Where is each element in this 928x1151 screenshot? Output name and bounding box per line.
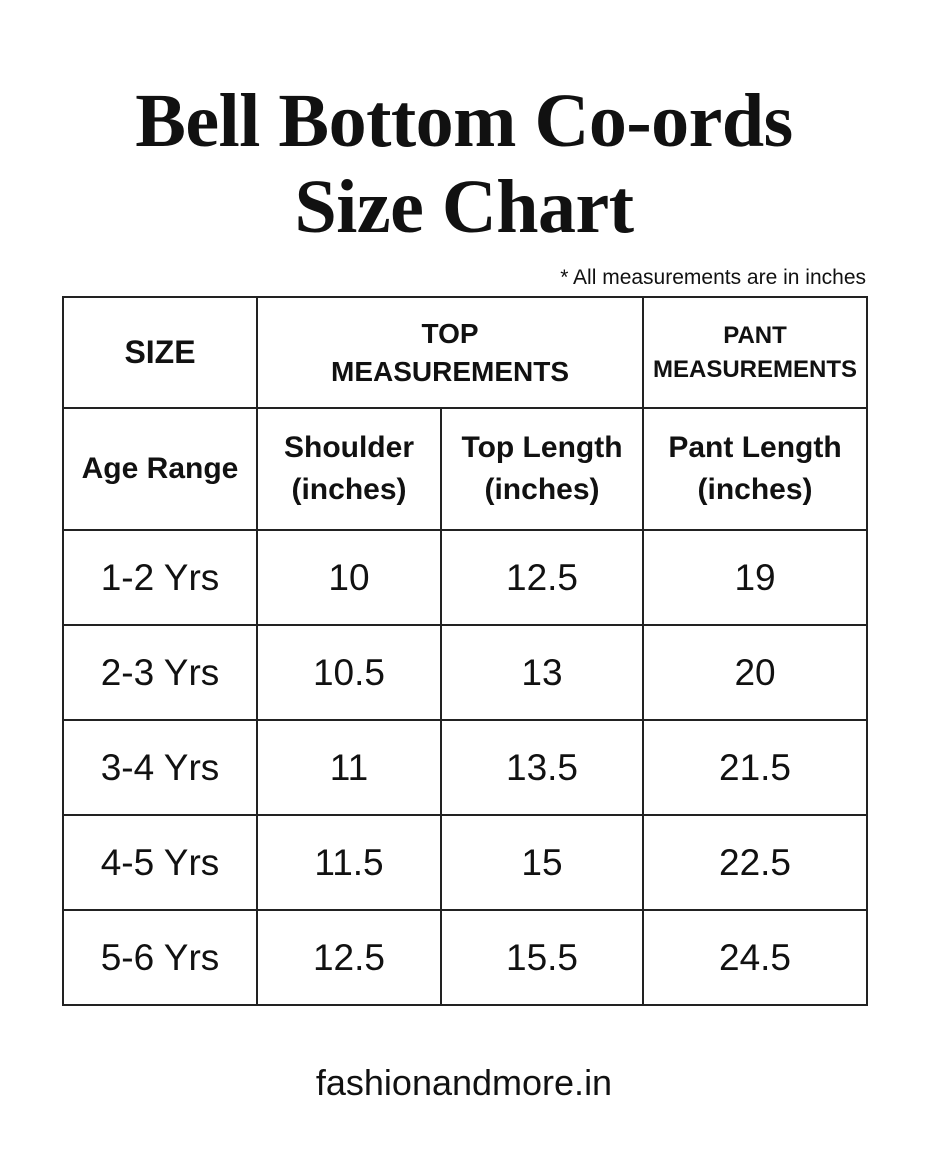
- data-cell: 24.5: [642, 909, 869, 1006]
- group-header-cell: SIZE: [62, 296, 258, 409]
- data-cell: 2-3 Yrs: [62, 624, 258, 721]
- header-text: Shoulder: [283, 431, 414, 464]
- data-cell: 1-2 Yrs: [62, 529, 258, 626]
- header-text: (inches): [291, 473, 407, 506]
- data-row: 3-4 Yrs 11 13.5 21.5: [62, 719, 869, 816]
- data-cell: 5-6 Yrs: [62, 909, 258, 1006]
- header-text: (inches): [484, 473, 600, 506]
- data-row: 4-5 Yrs 11.5 15 22.5: [62, 814, 869, 911]
- data-cell: 20: [642, 624, 869, 721]
- title-line: Size Chart: [294, 165, 634, 249]
- data-cell: 3-4 Yrs: [62, 719, 258, 816]
- data-cell: 13: [439, 624, 645, 721]
- title-line: Bell Bottom Co-ords: [135, 79, 793, 163]
- data-cell: 21.5: [642, 719, 869, 816]
- data-cell: 11.5: [256, 814, 442, 911]
- data-row: 1-2 Yrs 10 12.5 19: [62, 529, 869, 626]
- size-table: SIZE TOP MEASUREMENTS PANT MEASUREMENTS Age R…: [62, 296, 869, 1006]
- group-header-row: SIZE TOP MEASUREMENTS PANT MEASUREMENTS: [62, 296, 869, 409]
- data-cell: 15.5: [439, 909, 645, 1006]
- data-cell: 11: [256, 719, 442, 816]
- footer-site: fashionandmore.in: [315, 1062, 613, 1103]
- header-text: MEASUREMENTS: [653, 355, 858, 383]
- column-header-cell: Shoulder (inches): [256, 407, 442, 531]
- data-cell: 12.5: [439, 529, 645, 626]
- column-header-row: Age Range Shoulder (inches) Top Length (inch…: [62, 407, 869, 531]
- data-cell: 4-5 Yrs: [62, 814, 258, 911]
- title: Bell Bottom Co-ords Size Chart: [0, 78, 928, 250]
- group-header-cell: TOP MEASUREMENTS: [255, 296, 645, 409]
- header-text: MEASUREMENTS: [331, 355, 570, 387]
- header-text: Age Range: [81, 452, 239, 485]
- column-header-cell: Top Length (inches): [439, 407, 645, 531]
- data-cell: 10.5: [256, 624, 442, 721]
- header-text: SIZE: [124, 334, 196, 370]
- data-cell: 15: [439, 814, 645, 911]
- table-body: SIZE TOP MEASUREMENTS PANT MEASUREMENTS Age R…: [62, 296, 869, 1006]
- header-text: PANT: [723, 321, 787, 349]
- data-cell: 12.5: [256, 909, 442, 1006]
- data-cell: 22.5: [642, 814, 869, 911]
- group-header-cell: PANT MEASUREMENTS: [642, 296, 869, 409]
- data-row: 2-3 Yrs 10.5 13 20: [62, 624, 869, 721]
- data-cell: 13.5: [439, 719, 645, 816]
- header-text: (inches): [697, 473, 813, 506]
- header-text: Top Length: [461, 431, 623, 464]
- note: * All measurements are in inches: [560, 266, 866, 289]
- column-header-cell: Age Range: [62, 407, 258, 531]
- data-row: 5-6 Yrs 12.5 15.5 24.5: [62, 909, 869, 1006]
- header-text: TOP: [421, 317, 479, 349]
- data-cell: 10: [256, 529, 442, 626]
- data-cell: 19: [642, 529, 869, 626]
- header-text: Pant Length: [668, 431, 842, 464]
- column-header-cell: Pant Length (inches): [642, 407, 869, 531]
